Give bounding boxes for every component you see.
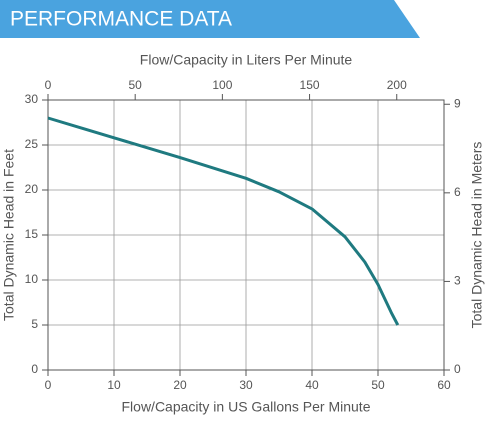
x-tick-label: 50 — [371, 378, 385, 392]
x2-tick-label: 200 — [387, 78, 407, 92]
x-tick-label: 30 — [239, 378, 253, 392]
y2-tick-label: 0 — [454, 362, 461, 376]
y2-axis-label: Total Dynamic Head in Meters — [469, 142, 485, 329]
y-axis-label: Total Dynamic Head in Feet — [1, 149, 17, 321]
x-tick-label: 0 — [45, 378, 52, 392]
y-tick-label: 10 — [25, 272, 39, 286]
x-tick-label: 20 — [173, 378, 187, 392]
y2-tick-label: 3 — [454, 274, 461, 288]
x-tick-label: 10 — [107, 378, 121, 392]
y-tick-label: 5 — [31, 317, 38, 331]
x2-tick-label: 0 — [45, 78, 52, 92]
x-tick-label: 40 — [305, 378, 319, 392]
y-tick-label: 15 — [25, 227, 39, 241]
y-tick-label: 25 — [25, 137, 39, 151]
y-tick-label: 30 — [25, 92, 39, 106]
header-banner — [0, 0, 420, 38]
y-tick-label: 20 — [25, 182, 39, 196]
x-axis-label: Flow/Capacity in US Gallons Per Minute — [122, 399, 371, 415]
plot-frame — [47, 99, 445, 371]
y-tick-label: 0 — [31, 362, 38, 376]
y2-tick-label: 9 — [454, 96, 461, 110]
x2-tick-label: 100 — [212, 78, 232, 92]
y2-tick-label: 6 — [454, 185, 461, 199]
x-tick-label: 60 — [437, 378, 451, 392]
chart-title: PERFORMANCE DATA — [10, 8, 232, 31]
performance-curve — [47, 116, 400, 326]
x2-tick-label: 150 — [300, 78, 320, 92]
x2-axis-label: Flow/Capacity in Liters Per Minute — [140, 52, 353, 68]
x2-tick-label: 50 — [129, 78, 143, 92]
